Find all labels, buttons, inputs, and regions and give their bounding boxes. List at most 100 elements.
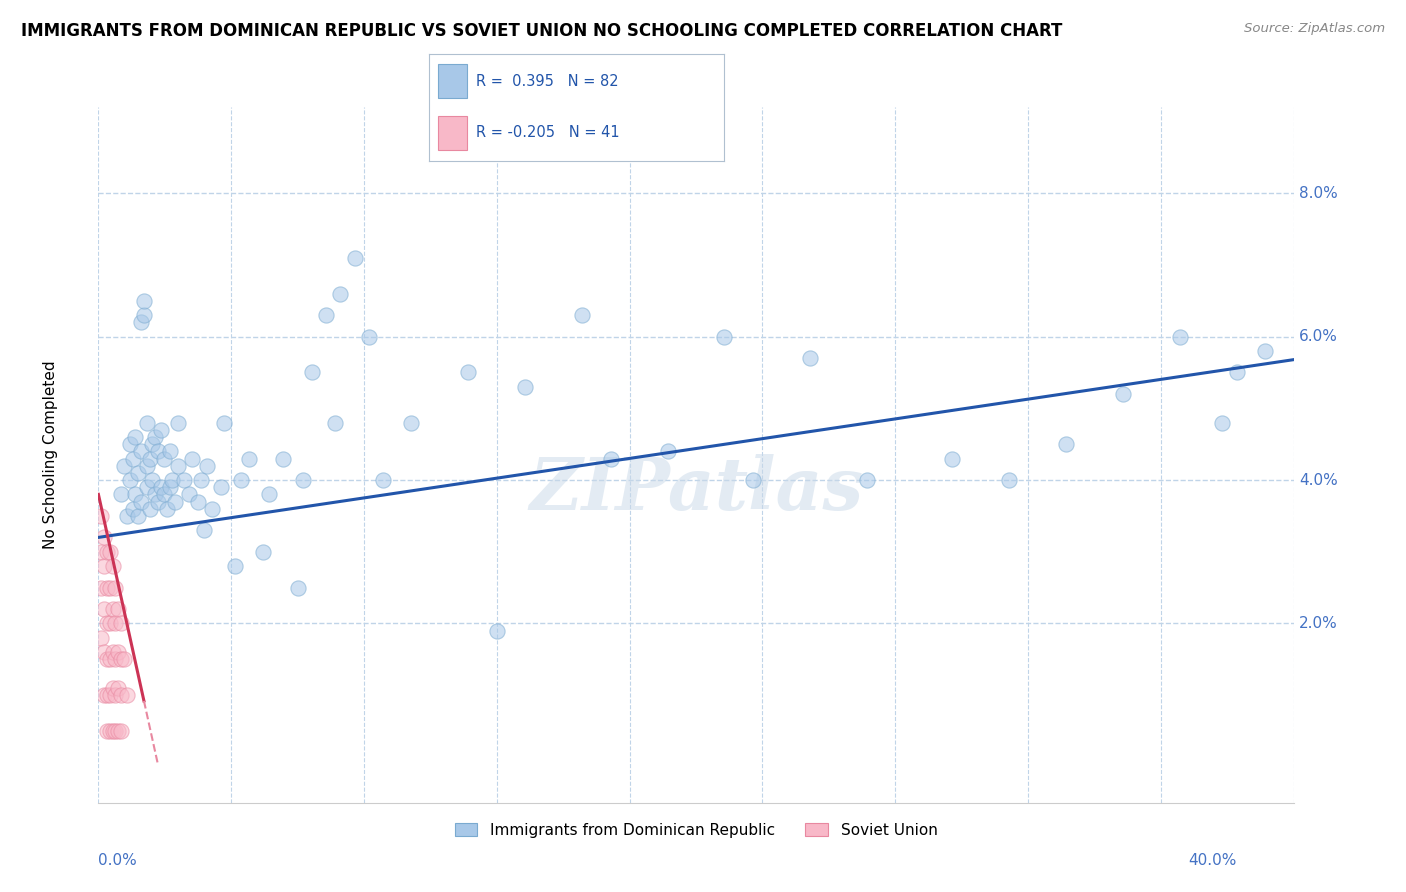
Point — [107, 645, 129, 659]
Point — [1168, 329, 1191, 343]
Text: 4.0%: 4.0% — [1299, 473, 1339, 488]
FancyBboxPatch shape — [437, 64, 467, 98]
Point — [401, 416, 423, 430]
Point — [229, 473, 252, 487]
Point — [998, 473, 1021, 487]
Point — [90, 631, 112, 645]
Point — [150, 423, 173, 437]
Text: 40.0%: 40.0% — [1188, 853, 1237, 868]
Point — [190, 473, 212, 487]
Point — [371, 473, 394, 487]
Point — [101, 602, 124, 616]
Point — [187, 494, 209, 508]
Point — [599, 451, 621, 466]
Point — [96, 545, 118, 559]
Point — [127, 466, 149, 480]
Point — [93, 645, 115, 659]
Point — [107, 681, 129, 695]
Point — [941, 451, 963, 466]
Point — [138, 501, 160, 516]
Point — [485, 624, 508, 638]
Point — [1254, 343, 1277, 358]
Point — [159, 444, 181, 458]
Point — [138, 451, 160, 466]
Point — [110, 652, 132, 666]
Text: No Schooling Completed: No Schooling Completed — [44, 360, 58, 549]
Point — [713, 329, 735, 343]
Point — [110, 688, 132, 702]
Point — [121, 501, 143, 516]
Point — [287, 581, 309, 595]
Point — [96, 724, 118, 739]
Text: R = -0.205   N = 41: R = -0.205 N = 41 — [477, 125, 620, 140]
Point — [110, 487, 132, 501]
Point — [118, 437, 141, 451]
Point — [238, 451, 260, 466]
Point — [101, 681, 124, 695]
Point — [515, 380, 537, 394]
Point — [165, 494, 187, 508]
Point — [143, 487, 166, 501]
Point — [167, 416, 190, 430]
Point — [343, 251, 366, 265]
Point — [93, 602, 115, 616]
Point — [252, 545, 274, 559]
Point — [1112, 387, 1135, 401]
Point — [292, 473, 315, 487]
Point — [571, 308, 593, 322]
Text: ZIPatlas: ZIPatlas — [529, 454, 863, 525]
Point — [93, 530, 115, 544]
Point — [173, 473, 195, 487]
Point — [115, 688, 138, 702]
Point — [110, 724, 132, 739]
Point — [741, 473, 763, 487]
FancyBboxPatch shape — [437, 116, 467, 150]
Text: 6.0%: 6.0% — [1299, 329, 1339, 344]
Point — [124, 430, 146, 444]
Point — [179, 487, 201, 501]
Point — [124, 487, 146, 501]
Text: Source: ZipAtlas.com: Source: ZipAtlas.com — [1244, 22, 1385, 36]
Text: 8.0%: 8.0% — [1299, 186, 1339, 201]
Point — [135, 458, 157, 473]
Point — [167, 458, 190, 473]
Point — [90, 545, 112, 559]
Point — [107, 724, 129, 739]
Point — [98, 688, 121, 702]
Point — [1211, 416, 1233, 430]
Point — [93, 688, 115, 702]
Point — [273, 451, 295, 466]
Point — [141, 437, 163, 451]
Point — [115, 508, 138, 523]
Point — [143, 430, 166, 444]
Point — [162, 473, 184, 487]
Point — [96, 616, 118, 631]
Point — [1226, 366, 1249, 380]
Point — [90, 581, 112, 595]
Point — [224, 559, 246, 574]
Point — [98, 545, 121, 559]
Point — [121, 451, 143, 466]
Point — [129, 494, 152, 508]
Point — [98, 581, 121, 595]
Point — [153, 451, 176, 466]
Point — [96, 652, 118, 666]
Point — [107, 602, 129, 616]
Point — [148, 494, 170, 508]
Point — [104, 581, 127, 595]
Point — [129, 315, 152, 329]
Point — [141, 473, 163, 487]
Point — [127, 508, 149, 523]
Point — [195, 458, 218, 473]
Point — [193, 523, 215, 537]
Point — [212, 416, 235, 430]
Text: 0.0%: 0.0% — [98, 853, 138, 868]
Point — [150, 480, 173, 494]
Point — [357, 329, 380, 343]
Point — [257, 487, 280, 501]
Point — [104, 688, 127, 702]
Point — [657, 444, 679, 458]
Point — [93, 559, 115, 574]
Point — [323, 416, 346, 430]
Point — [96, 581, 118, 595]
